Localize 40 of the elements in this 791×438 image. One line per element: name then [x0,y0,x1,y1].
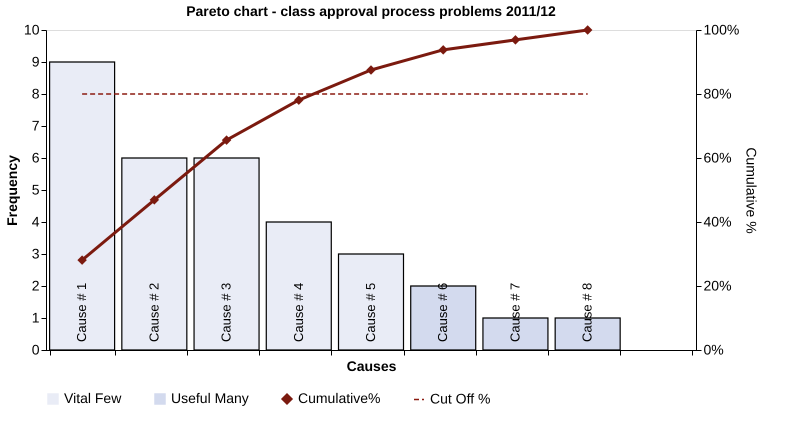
y-tick-label: 6 [32,150,40,166]
chart-title: Pareto chart - class approval process problems 2011/12 [186,3,556,19]
point [77,255,87,265]
point [438,45,448,55]
y-tick-label: 8 [32,86,40,102]
x-tick-label: Cause # 2 [146,282,162,342]
y2-tick-label: 20% [704,278,732,294]
point [222,135,232,145]
y-tick-label: 10 [24,22,40,38]
y-tick-label: 7 [32,118,40,134]
y2-axis-title: Cumulative % [743,147,760,234]
legend-label: Vital Few [64,390,122,406]
point [294,95,304,105]
y-tick-label: 2 [32,278,40,294]
point [582,25,592,35]
x-tick-label: Cause # 1 [74,282,90,342]
x-axis-title: Causes [346,358,397,374]
y-tick-label: 0 [32,342,40,358]
legend-label: Cut Off % [430,390,490,406]
x-tick-label: Cause # 5 [363,282,378,342]
point [150,195,160,205]
y-axis-title: Frequency [4,154,20,226]
y-tick-label: 4 [32,214,40,230]
x-tick-label: Cause # 4 [290,282,306,342]
y-tick-label: 3 [32,246,40,262]
y-tick-label: 9 [32,54,40,70]
point [510,35,520,45]
y-tick-label: 5 [32,182,40,198]
y2-tick-label: 0% [704,342,724,358]
legend-label: Cumulative% [298,390,380,406]
point [366,65,376,75]
y-tick-label: 1 [32,310,40,326]
x-tick-label: Cause # 7 [507,282,522,342]
legend-label: Useful Many [171,390,249,406]
x-tick-label: Cause # 3 [218,282,234,342]
y2-tick-label: 60% [704,150,732,166]
x-tick-label: Cause # 8 [580,282,595,342]
y2-tick-label: 40% [704,214,732,230]
y2-tick-label: 80% [704,86,732,102]
y2-tick-label: 100% [704,22,740,38]
